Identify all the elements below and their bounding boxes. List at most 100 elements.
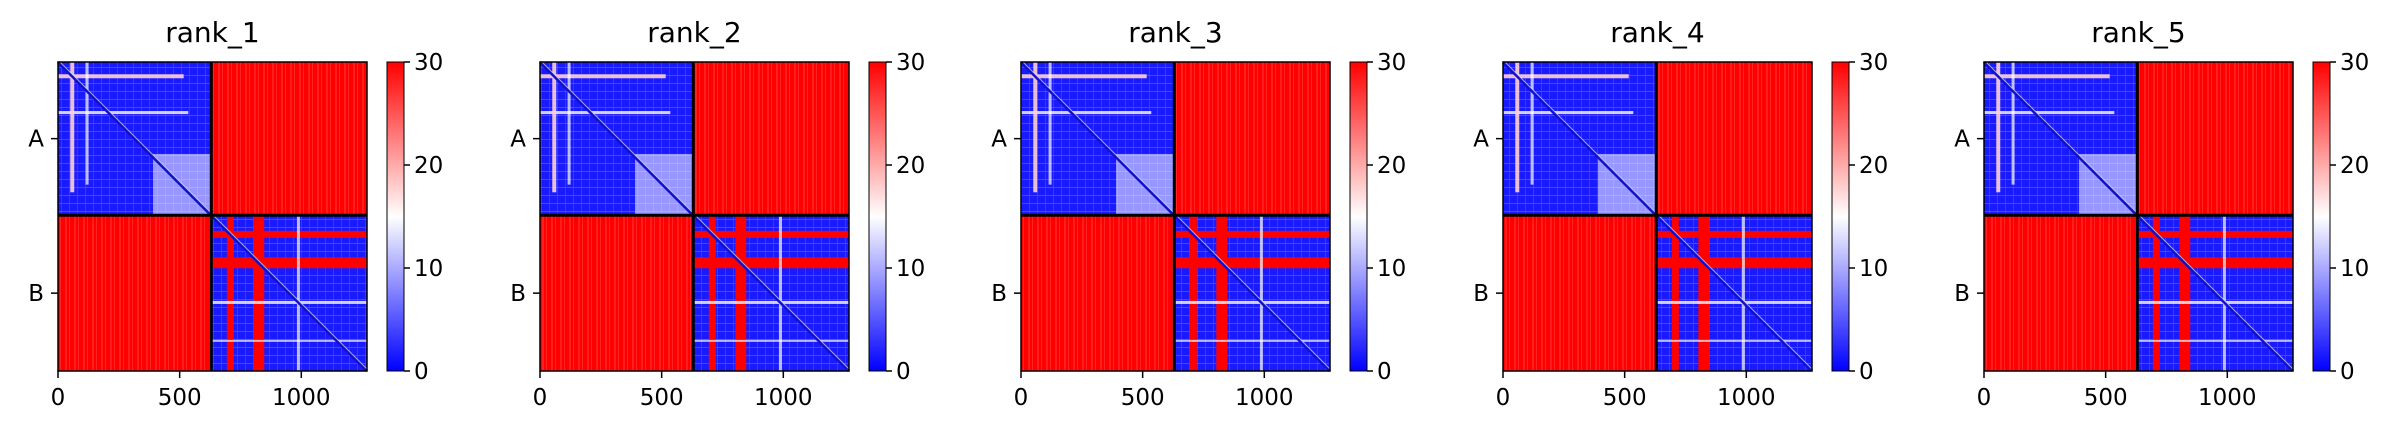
chain-b-diagonal [2136, 214, 2295, 373]
chain-a-stripe [85, 62, 89, 185]
chain-b-red-band [1174, 230, 1330, 238]
chain-b-red-band [708, 215, 716, 371]
colorbar-tick-label: 10 [2340, 256, 2369, 282]
colorbar-tick-label: 30 [896, 50, 925, 76]
chain-b-red-band [1174, 257, 1330, 269]
chain-a-diagonal [1501, 60, 1658, 217]
x-tick-label: 1000 [1235, 385, 1294, 411]
chain-label: A [510, 127, 526, 153]
colorbar [386, 61, 405, 372]
chain-b-stripe [2222, 215, 2226, 371]
chain-b-stripe [1174, 339, 1330, 342]
chain-b-stripe [2137, 339, 2293, 342]
chain-a-diagonal-edge [1504, 61, 1657, 214]
chain-a-stripe [1984, 111, 2115, 115]
chain-a-stripe [552, 62, 557, 193]
colorbar-tick-label: 10 [896, 256, 925, 282]
chain-b-stripe [296, 215, 300, 371]
chain-b-stripe [1259, 215, 1263, 371]
x-tick-label: 1000 [1717, 385, 1776, 411]
chain-b-diagonal [210, 214, 369, 373]
colorbar-tick-label: 30 [1859, 50, 1888, 76]
chain-a-stripe [58, 74, 184, 79]
chain-label: A [28, 127, 44, 153]
chain-a-stripe [1515, 62, 1520, 193]
chain-a-stripe [567, 62, 571, 185]
chain-b-diagonal [1173, 214, 1332, 373]
panel-title: rank_4 [1610, 16, 1704, 49]
colorbar [1349, 61, 1368, 372]
chain-b-diagonal [692, 214, 851, 373]
chain-a-diagonal-edge [1985, 61, 2138, 214]
x-tick-label: 0 [51, 385, 66, 411]
chain-a-stripe [1984, 74, 2110, 79]
chain-b-red-band [1216, 215, 1228, 371]
heatmap-panel: rank_5 0 500 1000 A B 0 10 20 30 [1954, 16, 2369, 411]
colorbar-tick-label: 30 [2340, 50, 2369, 76]
chain-b-diagonal-edge [694, 214, 850, 370]
colorbar [2312, 61, 2331, 372]
x-tick-label: 0 [1496, 385, 1511, 411]
chain-label: B [1473, 281, 1489, 307]
chain-a-diagonal [538, 60, 695, 217]
chain-b-red-band [693, 257, 849, 269]
axes-frame [1020, 61, 1331, 372]
chain-a-diagonal [1982, 60, 2139, 217]
axes-frame [1983, 61, 2294, 372]
colorbar [868, 61, 887, 372]
chain-a-stripe [1021, 111, 1152, 115]
chain-b-stripe [1656, 300, 1812, 304]
axes-frame [57, 61, 368, 372]
chain-b-red-band [2137, 257, 2293, 269]
panel-title: rank_2 [647, 16, 741, 49]
chain-b-diagonal-edge [1657, 214, 1813, 370]
colorbar-tick-label: 10 [1377, 256, 1406, 282]
chain-a-stripe [1530, 62, 1534, 185]
chain-label: A [991, 127, 1007, 153]
x-tick-label: 0 [1977, 385, 1992, 411]
chain-b-red-band [1671, 215, 1679, 371]
chain-b-diagonal [1655, 214, 1814, 373]
chain-a-stripe [70, 62, 75, 193]
chain-b-red-band [2152, 215, 2160, 371]
chain-a-stripe [1503, 74, 1629, 79]
chain-b-diagonal-edge [212, 214, 368, 370]
chain-b-diagonal-edge [1175, 214, 1331, 370]
chain-b-red-band [2137, 230, 2293, 238]
chain-a-stripe [1021, 74, 1147, 79]
colorbar-tick-label: 20 [2340, 153, 2369, 179]
colorbar-tick-label: 10 [1859, 256, 1888, 282]
chain-b-stripe [1656, 339, 1812, 342]
colorbar-tick-label: 20 [1377, 153, 1406, 179]
colorbar-tick-label: 0 [414, 359, 429, 385]
chain-a-diagonal-edge [59, 61, 212, 214]
chain-b-red-band [693, 230, 849, 238]
chain-b-red-band [1656, 257, 1812, 269]
x-tick-label: 1000 [754, 385, 813, 411]
x-tick-label: 1000 [2198, 385, 2257, 411]
heatmap-panel: rank_2 0 500 1000 A B 0 10 20 30 [510, 16, 925, 411]
axes-frame [1502, 61, 1813, 372]
chain-b-red-band [1656, 230, 1812, 238]
chain-a-stripe [1503, 111, 1634, 115]
chain-a-stripe [1996, 62, 2001, 193]
chain-label: A [1954, 127, 1970, 153]
chain-b-stripe [693, 300, 849, 304]
chain-a-stripe [58, 111, 189, 115]
chain-label: B [991, 281, 1007, 307]
x-tick-label: 500 [640, 385, 684, 411]
chain-b-red-band [1698, 215, 1710, 371]
chain-b-stripe [211, 339, 367, 342]
colorbar-tick-label: 20 [414, 153, 443, 179]
colorbar-tick-label: 0 [1859, 359, 1874, 385]
panel-title: rank_1 [165, 16, 259, 49]
colorbar-tick-label: 0 [1377, 359, 1392, 385]
colorbar-tick-label: 30 [1377, 50, 1406, 76]
chain-a-stripe [1048, 62, 1052, 185]
heatmap-panel: rank_1 0 500 1000 A B 0 10 20 30 [28, 16, 443, 411]
chain-b-stripe [1741, 215, 1745, 371]
chain-b-diagonal-edge [2138, 214, 2294, 370]
chain-b-red-band [735, 215, 747, 371]
